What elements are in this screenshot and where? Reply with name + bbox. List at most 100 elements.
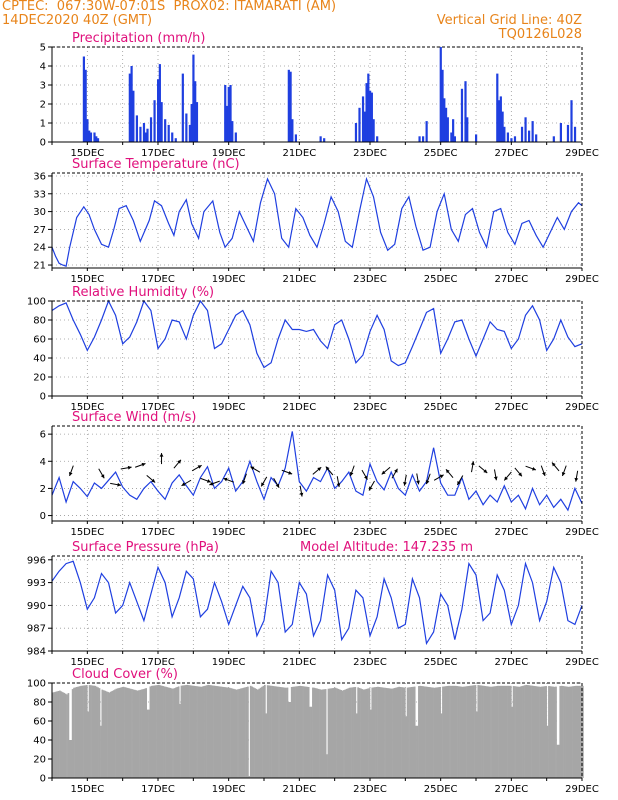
precip-bar [510, 138, 513, 142]
cloud-bar [57, 690, 60, 778]
precip-bar [234, 132, 237, 142]
cloud-bar [159, 685, 162, 778]
cloud-bar [283, 687, 286, 778]
cloud-bar [427, 686, 430, 778]
x-tick-label: 23DEC [353, 527, 387, 538]
precip-bar [425, 121, 428, 142]
cloud-bar [297, 686, 300, 778]
cloud-bar [104, 690, 107, 778]
cloud-bar [557, 744, 560, 778]
cloud-bar [500, 685, 502, 778]
precip-bar [496, 73, 499, 142]
cloud-bar [74, 687, 77, 778]
cloud-bar [91, 685, 94, 778]
x-tick-label: 29DEC [565, 402, 599, 413]
cloud-bar [261, 686, 263, 778]
cloud-bar [487, 686, 490, 778]
cloud-bar [559, 686, 562, 778]
cloud-bar [345, 688, 348, 778]
cloud-bar [214, 685, 217, 778]
precip-bar [552, 136, 555, 142]
cloud-bar [215, 686, 218, 778]
cloud-bar [119, 687, 122, 778]
wind-arrow-head [349, 471, 354, 476]
cloud-bar [150, 685, 153, 778]
cloud-bar [358, 687, 361, 778]
x-tick-label: 27DEC [494, 274, 528, 285]
cloud-bar [492, 686, 495, 778]
cloud-bar [68, 740, 71, 778]
cloud-bar [204, 685, 207, 778]
cloud-bar [158, 684, 160, 778]
cloud-bar [443, 686, 446, 778]
cloud-bar [84, 685, 87, 778]
y-tick-label: 984 [27, 647, 46, 658]
precip-bar [528, 130, 531, 142]
y-tick-label: 80 [33, 698, 46, 709]
x-tick-label: 19DEC [212, 402, 246, 413]
cloud-bar [368, 688, 371, 778]
x-tick-label: 15DEC [70, 148, 104, 159]
cloud-bar [377, 686, 379, 778]
precip-bar [573, 126, 577, 142]
wind-arrow-head [250, 466, 255, 471]
cloud-bar [435, 687, 437, 778]
cloud-bar [355, 713, 358, 778]
x-tick-label: 23DEC [353, 784, 387, 795]
precip-bar [227, 86, 230, 142]
cloud-bar [474, 685, 477, 778]
header-grid-line: Vertical Grid Line: 40Z [436, 13, 582, 28]
cloud-bar [235, 689, 238, 778]
cloud-bar [286, 687, 289, 778]
precip-bar [195, 102, 199, 142]
wind-arrow-head [445, 469, 450, 474]
cloud-bar [470, 685, 473, 778]
wind-arrow-head [223, 477, 228, 482]
cloud-bar [538, 686, 540, 778]
cloud-bar [451, 685, 454, 778]
cloud-bar [542, 686, 545, 778]
y-tick-label: 20 [33, 373, 46, 384]
cloud-bar [101, 689, 104, 778]
y-tick-label: 0 [40, 774, 46, 785]
cloud-bar [353, 687, 355, 778]
precip-bar [88, 130, 91, 142]
cloud-bar [477, 685, 480, 778]
wind-arrow-head [100, 474, 105, 479]
cloud-bar [321, 689, 324, 778]
cloud-bar [555, 686, 557, 778]
cloud-bar [504, 685, 506, 778]
cloud-bar [279, 686, 282, 778]
precip-bar [365, 83, 368, 142]
y-tick-label: 993 [27, 578, 46, 589]
cloud-bar [230, 688, 232, 778]
series-line [51, 176, 583, 267]
cloud-bar [565, 686, 567, 778]
cloud-bar [128, 688, 131, 778]
cloud-bar [533, 686, 536, 778]
wind-arrow-head [493, 476, 498, 481]
cloud-bar [442, 686, 444, 778]
precip-bar [453, 136, 456, 142]
cloud-bar [314, 688, 317, 778]
x-tick-label: 29DEC [565, 527, 599, 538]
cloud-bar [550, 686, 553, 778]
cloud-bar [265, 713, 268, 778]
cloud-bar [514, 686, 516, 778]
cloud-bar [429, 687, 432, 778]
panel-title: Relative Humidity (%) [72, 285, 214, 300]
x-tick-label: 23DEC [353, 274, 387, 285]
cloud-bar [364, 689, 367, 778]
cloud-bar [251, 686, 253, 778]
cloud-bar [81, 685, 84, 778]
precip-bar [149, 117, 153, 142]
cloud-bar [66, 694, 68, 778]
cloud-bar [546, 725, 549, 778]
cloud-bar [508, 685, 511, 778]
wind-arrow-head [439, 474, 444, 479]
precip-bar [566, 124, 570, 142]
precip-bar [323, 138, 326, 142]
y-tick-label: 40 [33, 736, 46, 747]
precip-bar [144, 132, 147, 142]
cloud-bar [450, 685, 453, 778]
